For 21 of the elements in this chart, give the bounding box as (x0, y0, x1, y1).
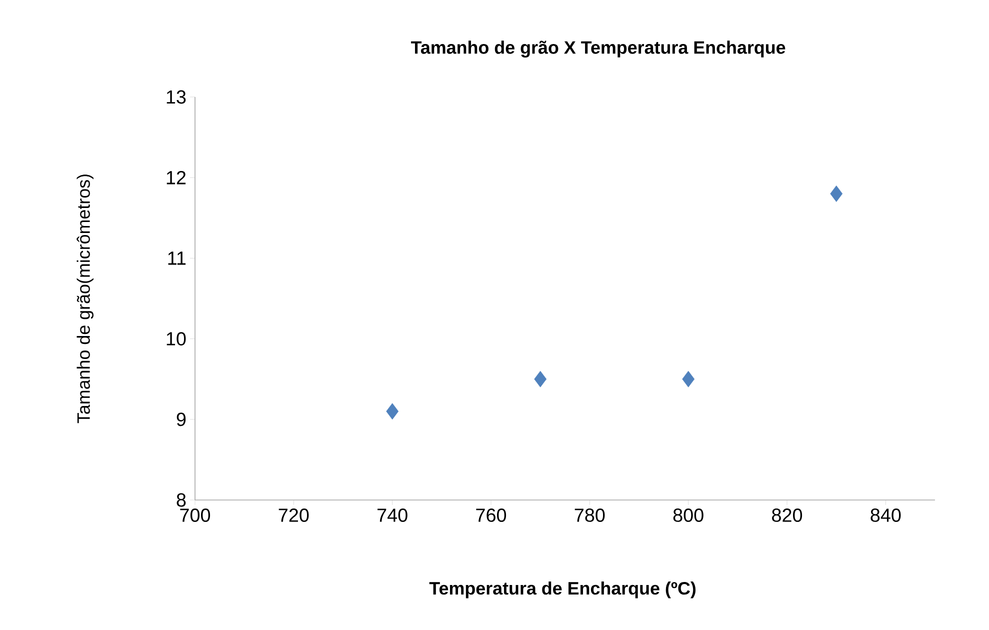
point (386, 403, 399, 420)
y-tick-label: 12 (166, 170, 186, 184)
x-tick-label: 740 (378, 508, 408, 522)
x-tick-label: 800 (673, 508, 704, 522)
x-tick-label: 820 (772, 508, 802, 522)
point (534, 370, 547, 388)
x-tick-label: 760 (476, 508, 506, 522)
chart-title: Tamanho de grão X Temperatura Encharque (411, 40, 786, 58)
y-tick-label: 11 (168, 252, 186, 265)
x-tick-label: 720 (278, 508, 309, 522)
point (830, 186, 843, 202)
y-tick-label: 9 (176, 412, 186, 426)
y-axis-title: Tamanho de grão(micrômetros) (76, 174, 94, 424)
y-tick-label: 13 (166, 90, 186, 104)
x-tick-label: 840 (870, 508, 901, 522)
x-tick-label: 700 (180, 508, 210, 522)
point (682, 370, 695, 388)
x-tick-label: 780 (574, 508, 605, 522)
x-axis-title: Temperatura de Encharque (ºC) (429, 582, 696, 598)
y-tick-label: 8 (176, 493, 186, 507)
y-tick-label: 10 (166, 332, 186, 346)
